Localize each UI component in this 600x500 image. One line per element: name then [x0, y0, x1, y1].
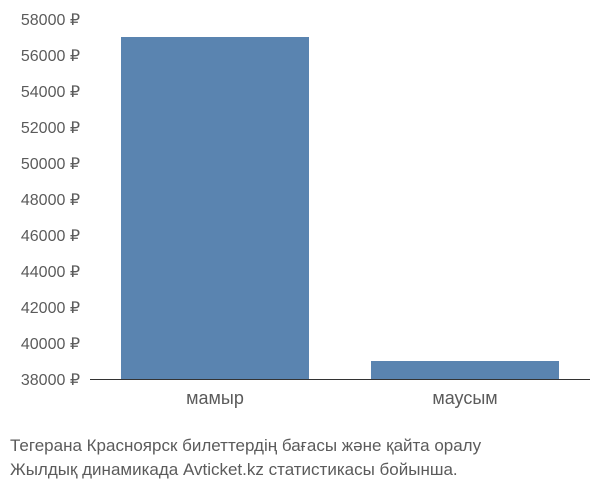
- chart-container: 38000 ₽ 40000 ₽ 42000 ₽ 44000 ₽ 46000 ₽ 48000…: [0, 10, 600, 440]
- y-tick-label: 40000 ₽: [21, 334, 80, 354]
- plot-area: [90, 20, 590, 380]
- chart-caption: Тегерана Красноярск билеттердің бағасы ж…: [10, 434, 590, 482]
- x-tick-label: мамыр: [186, 388, 244, 409]
- bar: [371, 361, 559, 379]
- y-tick-label: 54000 ₽: [21, 82, 80, 102]
- y-tick-label: 58000 ₽: [21, 10, 80, 30]
- caption-line-2: Жылдық динамикада Avticket.kz статистика…: [10, 458, 590, 482]
- x-tick-label: маусым: [432, 388, 497, 409]
- y-tick-label: 56000 ₽: [21, 46, 80, 66]
- y-tick-label: 46000 ₽: [21, 226, 80, 246]
- y-tick-label: 52000 ₽: [21, 118, 80, 138]
- caption-line-1: Тегерана Красноярск билеттердің бағасы ж…: [10, 434, 590, 458]
- x-axis-labels: мамыр маусым: [90, 388, 590, 418]
- y-tick-label: 38000 ₽: [21, 370, 80, 390]
- bar: [121, 37, 309, 379]
- y-tick-label: 42000 ₽: [21, 298, 80, 318]
- y-tick-label: 48000 ₽: [21, 190, 80, 210]
- y-tick-label: 50000 ₽: [21, 154, 80, 174]
- y-axis: 38000 ₽ 40000 ₽ 42000 ₽ 44000 ₽ 46000 ₽ 48000…: [0, 10, 90, 390]
- y-tick-label: 44000 ₽: [21, 262, 80, 282]
